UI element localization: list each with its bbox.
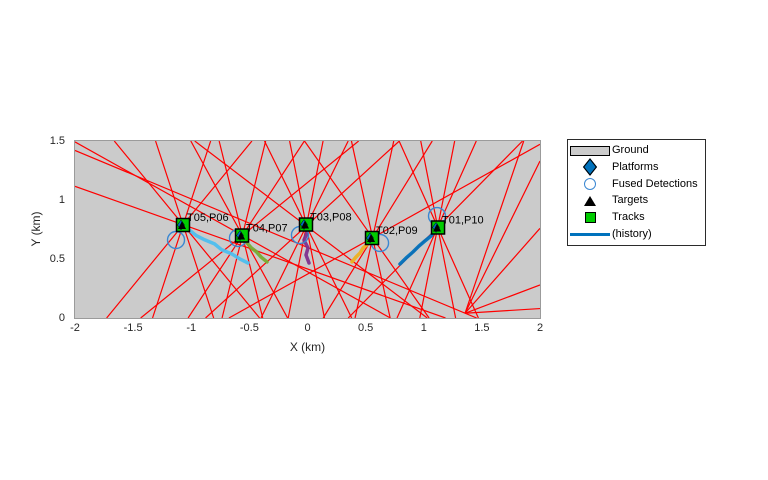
detection-ray (322, 141, 433, 318)
history-line-icon (570, 232, 610, 236)
y-axis-label: Y (km) (29, 211, 43, 247)
ground-patch-icon (570, 145, 610, 156)
platform-diamond-icon (582, 158, 598, 177)
x-tick-label: -1.5 (123, 322, 143, 334)
target-marker (237, 231, 246, 240)
legend-label-ground: Ground (612, 144, 649, 157)
y-tick-label: 1 (58, 194, 65, 206)
plot-canvas: T05,P06 T04,P07 T03,P08 T02,P09 T01,P10 (75, 141, 540, 318)
detection-ray (303, 141, 430, 318)
track-label: T01,P10 (442, 214, 484, 226)
legend: Ground Platforms Fused Detections Target… (567, 139, 706, 246)
y-tick-label: 1.5 (49, 135, 65, 147)
x-tick-label: 0.5 (357, 322, 374, 334)
detection-ray (228, 143, 540, 318)
detection-ray (75, 185, 446, 318)
detection-ray (140, 141, 360, 318)
x-tick-label: 0 (304, 322, 311, 334)
x-tick-label: 1 (420, 322, 427, 334)
legend-label-fused-detections: Fused Detections (612, 177, 698, 190)
detection-ray (464, 284, 540, 314)
legend-label-tracks: Tracks (612, 211, 645, 224)
y-tick-label: 0.5 (49, 253, 65, 265)
legend-row-tracks: Tracks (568, 210, 705, 226)
x-tick-label: -1 (186, 322, 197, 334)
x-axis-label: X (km) (289, 340, 326, 354)
track-square-icon (584, 212, 596, 224)
track-label: T03,P08 (310, 212, 352, 224)
x-axis-tick-labels: -2 -1.5 -1 -0.5 0 0.5 1 1.5 2 (70, 322, 544, 336)
track-label: T05,P06 (187, 212, 229, 224)
x-tick-label: 2 (536, 322, 544, 334)
target-marker (300, 220, 309, 229)
legend-row-platforms: Platforms (568, 158, 705, 177)
track-label: T04,P07 (246, 223, 288, 235)
legend-row-targets: Targets (568, 193, 705, 209)
plot-area: T05,P06 T04,P07 T03,P08 T02,P09 T01,P10 (74, 140, 541, 319)
x-tick-label: 1.5 (474, 322, 490, 334)
y-tick-label: 0 (58, 312, 65, 324)
target-marker (433, 223, 442, 232)
target-triangle-icon (584, 195, 596, 206)
target-marker (367, 233, 376, 242)
y-axis-tick-labels: 0 0.5 1 1.5 (0, 135, 69, 324)
legend-label-targets: Targets (612, 194, 649, 207)
legend-label-history: (history) (612, 227, 652, 240)
legend-row-fused-detections: Fused Detections (568, 176, 705, 192)
detection-ray (75, 149, 477, 318)
detection-ray (464, 141, 525, 314)
detection-ray (350, 141, 391, 318)
track-label: T02,P09 (376, 225, 418, 237)
x-tick-label: -0.5 (239, 322, 259, 334)
track-history (398, 225, 440, 266)
detection-ray (75, 141, 391, 318)
legend-row-history: (history) (568, 226, 705, 242)
legend-label-platforms: Platforms (612, 160, 659, 173)
target-marker (177, 221, 186, 230)
fused-detection-circle-icon (584, 178, 596, 191)
detection-ray (464, 227, 540, 314)
detection-ray (464, 307, 540, 314)
legend-row-ground: Ground (568, 143, 705, 159)
x-tick-label: -2 (70, 322, 80, 334)
track-history (181, 223, 250, 265)
detection-ray (464, 160, 540, 314)
